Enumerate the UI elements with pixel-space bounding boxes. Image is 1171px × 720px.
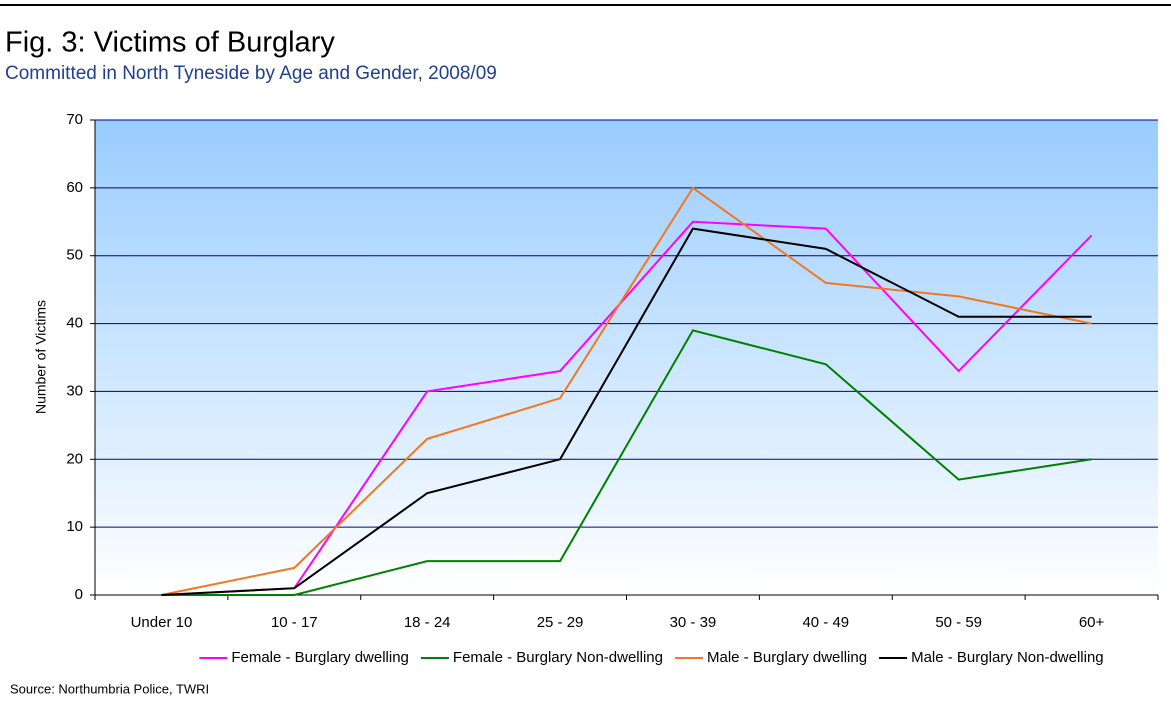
y-tick-label: 10 xyxy=(66,518,83,535)
x-tick-label: 25 - 29 xyxy=(537,614,584,631)
legend-label: Male - Burglary Non-dwelling xyxy=(911,649,1104,666)
x-tick-label: Under 10 xyxy=(131,614,193,631)
y-tick-label: 60 xyxy=(66,179,83,196)
legend-label: Female - Burglary dwelling xyxy=(231,649,409,666)
y-axis-label: Number of Victims xyxy=(33,300,49,414)
plot-area xyxy=(95,120,1158,595)
y-tick-label: 30 xyxy=(66,382,83,399)
legend-label: Male - Burglary dwelling xyxy=(707,649,867,666)
y-tick-label: 70 xyxy=(66,111,83,128)
chart-subtitle: Committed in North Tyneside by Age and G… xyxy=(5,63,497,84)
y-tick-label: 0 xyxy=(75,586,83,603)
y-tick-label: 20 xyxy=(66,450,83,467)
x-tick-label: 50 - 59 xyxy=(935,614,982,631)
legend-label: Female - Burglary Non-dwelling xyxy=(453,649,663,666)
series-line xyxy=(161,186,1092,596)
series-line xyxy=(161,220,1093,596)
y-tick-label: 40 xyxy=(66,315,83,332)
x-tick-label: 30 - 39 xyxy=(670,614,717,631)
x-tick-label: 40 - 49 xyxy=(802,614,849,631)
x-tick-label: 10 - 17 xyxy=(271,614,318,631)
y-tick-label: 50 xyxy=(66,247,83,264)
source-note: Source: Northumbria Police, TWRI xyxy=(10,681,209,696)
x-tick-label: 60+ xyxy=(1079,614,1105,631)
x-tick-label: 18 - 24 xyxy=(404,614,451,631)
chart-title: Fig. 3: Victims of Burglary xyxy=(5,27,335,59)
series-line xyxy=(161,329,1092,596)
series-line xyxy=(161,227,1092,596)
